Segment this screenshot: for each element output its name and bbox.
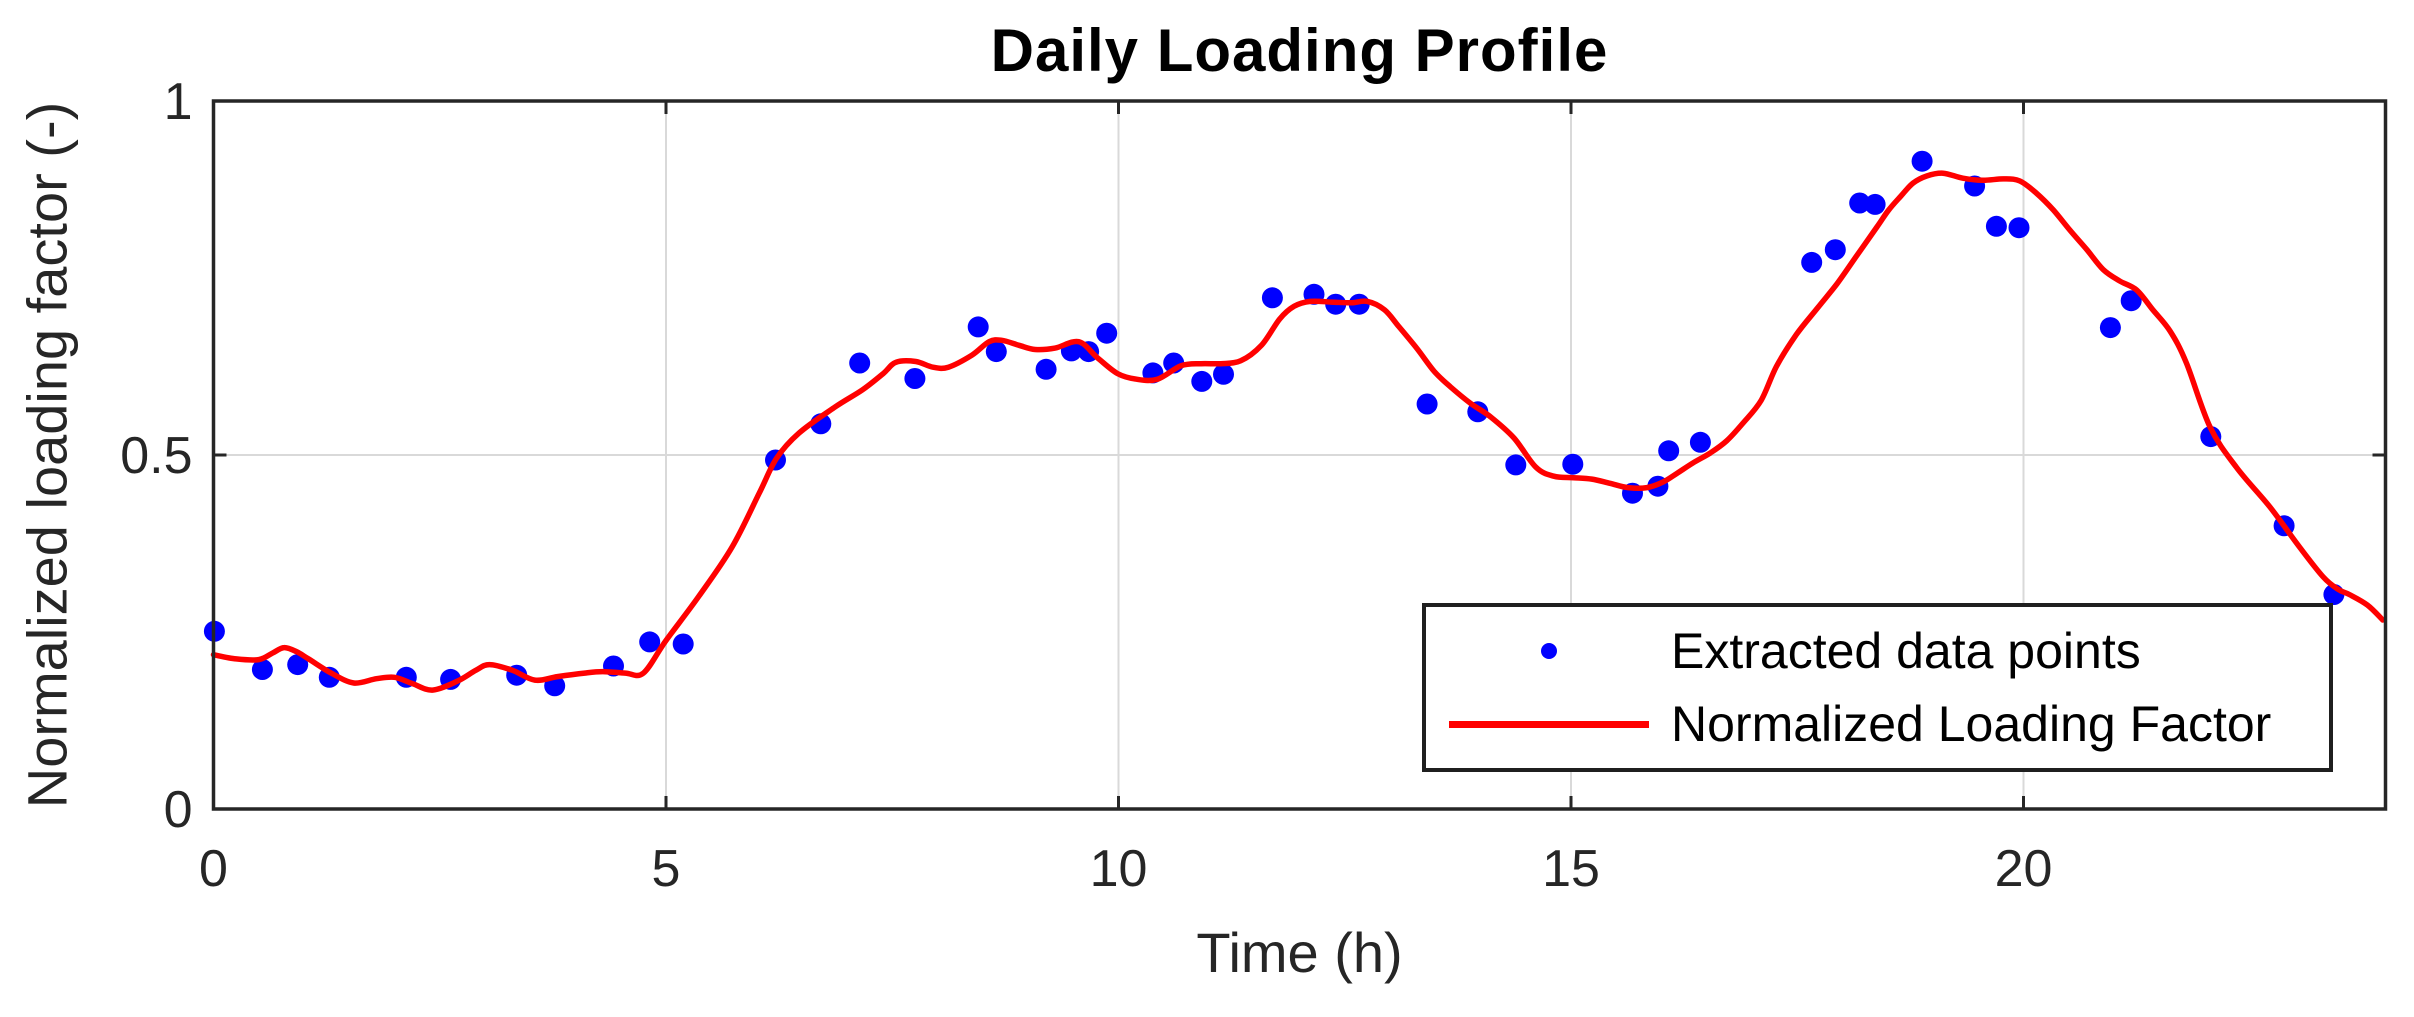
legend: Extracted data points Normalized Loading… xyxy=(1422,603,2333,772)
x-axis-label: Time (h) xyxy=(1196,921,1403,984)
x-tick-label: 5 xyxy=(652,840,681,898)
data-point xyxy=(672,633,694,655)
loading-curve xyxy=(210,170,2386,693)
data-point xyxy=(1864,193,1886,215)
data-point xyxy=(1096,322,1118,344)
x-tick-label: 10 xyxy=(1090,840,1148,898)
legend-item-normalized-loading-factor: Normalized Loading Factor xyxy=(1426,688,2329,760)
data-point xyxy=(1505,454,1527,476)
data-point xyxy=(1191,370,1213,392)
data-point xyxy=(2099,317,2121,339)
x-tick-label: 20 xyxy=(1995,840,2053,898)
data-point xyxy=(1911,150,1933,172)
data-point xyxy=(985,341,1007,363)
scatter-dot-icon xyxy=(1540,642,1557,659)
data-point xyxy=(287,654,309,676)
x-tick-label: 15 xyxy=(1542,840,1600,898)
y-axis-label: Normalized loading factor (-) xyxy=(15,101,79,809)
legend-item-extracted-data-points: Extracted data points xyxy=(1426,615,2329,687)
data-point xyxy=(1261,287,1283,309)
chart-title: Daily Loading Profile xyxy=(990,17,1609,84)
data-point xyxy=(967,316,989,338)
data-point xyxy=(1416,393,1438,415)
data-point xyxy=(904,368,926,389)
data-point xyxy=(639,631,661,653)
data-point xyxy=(1035,358,1057,380)
data-point xyxy=(2008,217,2030,239)
data-point xyxy=(1689,431,1711,453)
line-sample-icon xyxy=(1448,720,1649,728)
legend-marker-cell xyxy=(1426,720,1671,728)
y-tick-label: 1 xyxy=(164,73,193,131)
data-point xyxy=(2120,290,2142,312)
axis-ticks xyxy=(212,99,2386,811)
data-point xyxy=(1985,215,2007,237)
data-point xyxy=(1801,251,1823,273)
legend-item-label: Normalized Loading Factor xyxy=(1671,696,2272,753)
data-point xyxy=(1824,239,1846,261)
data-point xyxy=(1658,440,1680,462)
legend-marker-cell xyxy=(1426,642,1671,659)
x-tick-label: 0 xyxy=(199,840,228,898)
data-point xyxy=(849,352,871,374)
y-tick-label: 0 xyxy=(164,781,193,839)
legend-item-label: Extracted data points xyxy=(1671,622,2141,679)
data-point xyxy=(1213,363,1234,385)
data-point xyxy=(1562,453,1584,475)
data-point xyxy=(1849,192,1871,214)
y-tick-label: 0.5 xyxy=(120,427,192,485)
data-point xyxy=(251,659,273,680)
